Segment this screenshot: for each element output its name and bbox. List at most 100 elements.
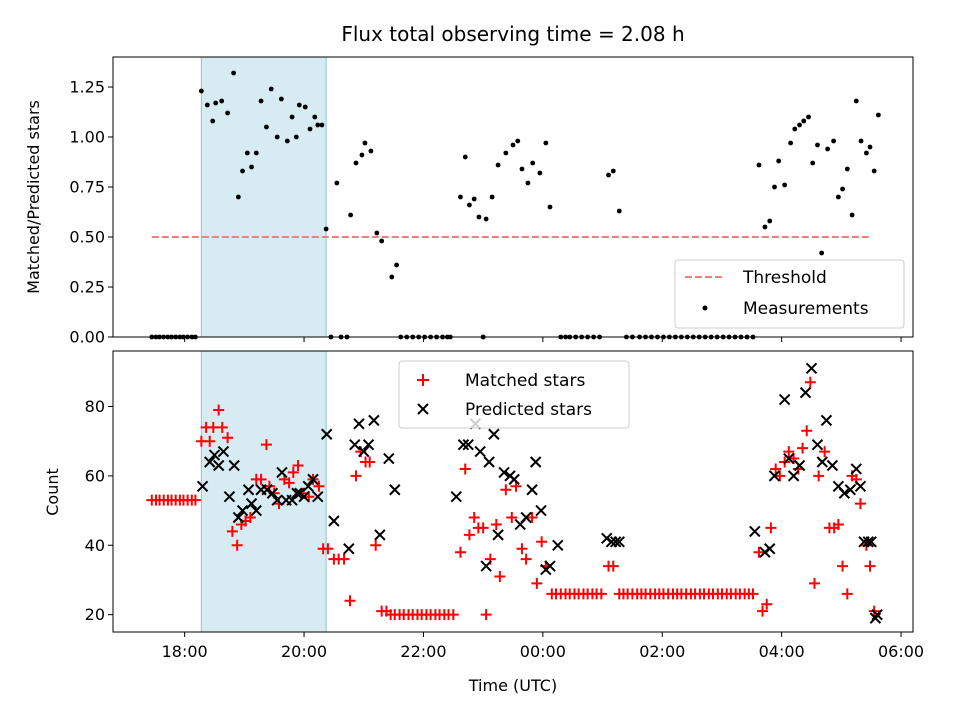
- measurement-point: [307, 126, 313, 132]
- x-tick-label: 22:00: [400, 642, 446, 661]
- predicted-star-point: [768, 470, 781, 482]
- top-x-ticks: [184, 337, 902, 342]
- predicted-star-point: [245, 497, 258, 510]
- measurement-point: [547, 204, 553, 210]
- measurement-point: [788, 140, 794, 146]
- matched-star-point: [757, 605, 769, 617]
- matched-star-point: [468, 512, 480, 524]
- predicted-star-point: [457, 438, 470, 451]
- matched-star-point: [801, 425, 813, 437]
- matched-star-point: [526, 512, 538, 524]
- predicted-star-point: [450, 490, 462, 503]
- matched-star-point: [500, 484, 512, 496]
- predicted-star-point: [232, 511, 245, 524]
- measurement-point: [213, 100, 219, 106]
- matched-star-point: [344, 595, 356, 607]
- matched-star-point: [854, 498, 866, 510]
- top-y-tick-label: 0.50: [69, 228, 105, 247]
- top-y-tick-label: 0.25: [69, 278, 105, 297]
- matched-star-point: [189, 494, 201, 506]
- measurement-point: [864, 150, 869, 156]
- top-y-axis: 0.00 0.25 0.50 0.75 1.00 1.25: [69, 78, 113, 347]
- measurement-point: [315, 122, 321, 128]
- measurement-point: [610, 168, 616, 174]
- measurement-point: [319, 122, 325, 128]
- predicted-star-point: [276, 466, 288, 479]
- predicted-star-point: [787, 470, 800, 482]
- measurement-point: [756, 162, 762, 168]
- matched-star-point: [287, 466, 299, 478]
- predicted-star-point: [223, 490, 236, 503]
- predicted-star-point: [483, 456, 495, 468]
- measurement-point: [810, 160, 816, 166]
- measurement-point: [825, 146, 831, 152]
- measurement-point: [792, 126, 798, 132]
- measurement-point: [296, 102, 302, 108]
- matched-star-point: [774, 470, 786, 482]
- measurement-point: [875, 112, 881, 118]
- top-highlight-span: [200, 56, 327, 338]
- measurement-point: [225, 110, 231, 116]
- top-y-tick-label: 0.75: [69, 178, 105, 197]
- measurement-point: [274, 134, 280, 140]
- measurement-point: [264, 124, 269, 130]
- measurement-point: [374, 230, 380, 236]
- predicted-star-point: [552, 539, 564, 551]
- measurement-point: [762, 224, 768, 230]
- measurement-point: [543, 140, 549, 146]
- matched-star-point: [761, 598, 773, 610]
- matched-star-point: [819, 446, 831, 458]
- measurement-point: [815, 142, 820, 148]
- matched-star-point: [364, 456, 376, 468]
- matched-star-point: [350, 470, 362, 482]
- predicted-star-point: [362, 438, 375, 451]
- matched-star-point: [204, 435, 216, 447]
- measurement-point: [476, 214, 482, 220]
- measurement-point: [268, 86, 274, 92]
- measurement-point: [503, 150, 509, 156]
- matched-star-point: [480, 609, 492, 621]
- predicted-star-point: [520, 511, 532, 524]
- matched-star-point: [770, 463, 782, 475]
- matched-star-point: [864, 560, 876, 572]
- measurement-point: [806, 114, 811, 120]
- matched-star-point: [370, 539, 382, 551]
- matched-star-point: [216, 421, 228, 433]
- matched-star-point: [226, 525, 238, 537]
- measurement-point: [471, 196, 477, 202]
- matched-star-point: [832, 518, 844, 530]
- bottom-legend: Matched stars Predicted stars: [398, 360, 630, 429]
- predicted-star-point: [862, 536, 874, 548]
- matched-star-point: [520, 553, 532, 565]
- predicted-star-point: [242, 484, 255, 496]
- predicted-star-point: [865, 536, 877, 548]
- measurement-point: [198, 88, 204, 94]
- predicted-star-point: [261, 484, 273, 496]
- predicted-star-point: [358, 445, 370, 458]
- measurement-point: [210, 118, 216, 124]
- predicted-star-point: [498, 466, 510, 479]
- measurement-point: [515, 138, 521, 144]
- predicted-star-point: [613, 536, 625, 548]
- x-tick-label: 18:00: [162, 642, 208, 661]
- top-observing-span: [200, 56, 327, 338]
- bot-y-tick-label: 20: [85, 605, 105, 624]
- matched-star-point: [463, 529, 475, 541]
- matched-star-point: [260, 439, 272, 451]
- measurement-point: [489, 194, 495, 200]
- x-tick-label: 06:00: [878, 642, 924, 661]
- predicted-star-point: [480, 560, 492, 572]
- predicted-star-point: [353, 418, 365, 430]
- matched-star-point: [808, 577, 820, 589]
- measurement-point: [606, 172, 611, 178]
- top-axes-frame: [112, 56, 914, 338]
- matched-star-point: [797, 442, 809, 454]
- predicted-star-point: [291, 487, 303, 499]
- matched-star-point: [454, 546, 466, 558]
- measurement-point: [293, 134, 299, 140]
- measurement-point: [819, 250, 825, 256]
- measurement-point: [334, 180, 340, 186]
- predicted-star-point: [492, 529, 504, 541]
- predicted-star-point: [212, 459, 225, 472]
- matched-star-point: [607, 560, 619, 572]
